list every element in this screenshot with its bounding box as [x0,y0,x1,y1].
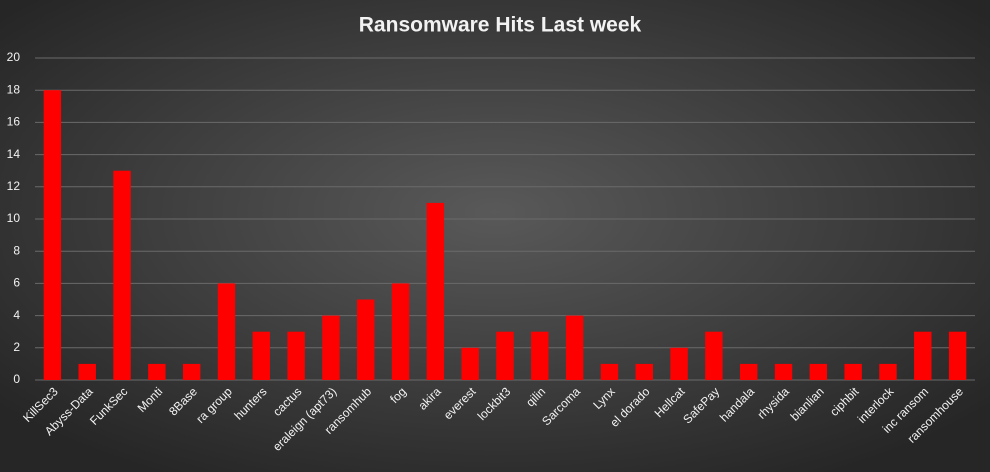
bar [78,363,96,380]
bar [809,363,828,380]
y-tick-label: 4 [13,308,20,322]
bar [914,331,932,380]
bar [879,363,897,380]
y-tick-label: 2 [13,340,20,354]
bar [635,363,653,380]
y-tick-label: 6 [13,276,20,290]
bar [774,363,793,380]
bar [844,363,862,380]
bar [322,315,340,380]
bar [461,347,479,380]
bar [148,363,166,380]
bar [600,363,619,380]
y-tick-label: 12 [7,179,21,193]
y-tick-label: 16 [7,115,21,129]
bar [113,170,131,380]
y-tick-label: 0 [13,372,20,386]
bar [287,331,305,380]
bar [948,331,967,380]
y-tick-label: 10 [7,211,21,225]
bar [182,363,201,380]
y-tick-label: 18 [7,82,21,96]
bar [357,299,375,380]
bar [426,202,445,380]
bar [740,363,758,380]
bar [670,347,688,380]
bar [565,315,584,380]
y-tick-label: 14 [7,147,21,161]
bar [43,90,62,380]
y-tick-label: 20 [7,50,21,64]
bar [217,283,236,380]
bar [705,331,723,380]
bar [496,331,514,380]
bar [252,331,270,380]
bar [391,283,410,380]
chart-title: Ransomware Hits Last week [359,14,642,37]
bar [531,331,549,380]
y-tick-label: 8 [13,243,20,257]
